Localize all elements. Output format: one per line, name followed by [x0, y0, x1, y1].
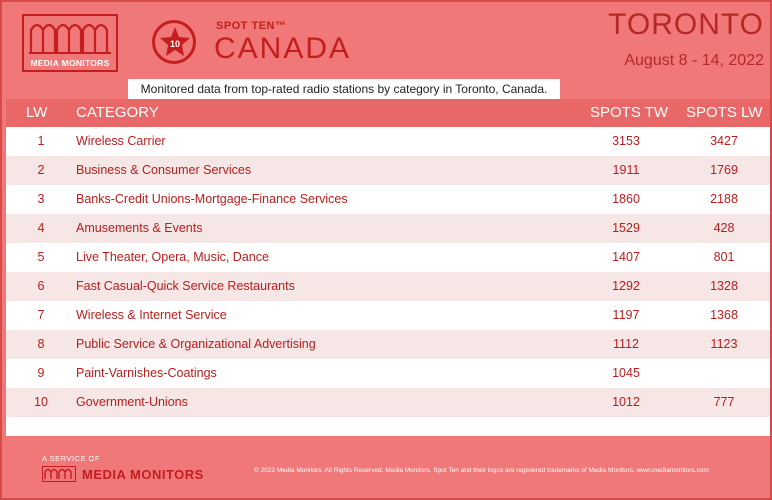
row-lw: 3 — [37, 192, 45, 206]
table-row: 10 Government-Unions 1012 777 — [6, 388, 770, 417]
spot-ten-badge: 10 — [152, 20, 196, 64]
waveform-icon — [29, 23, 111, 54]
header: MEDIA MONITORS 10 SPOT TEN™ CANADA TORON… — [2, 2, 770, 78]
row-spots-lw: 1769 — [710, 163, 738, 177]
row-lw: 4 — [37, 221, 45, 235]
header-spots-tw: SPOTS TW — [590, 104, 669, 121]
footer: A SERVICE OF MEDIA MONITORS © 2022 Media… — [2, 436, 770, 498]
row-lw: 8 — [37, 337, 45, 351]
logo-text: MEDIA MONITORS — [30, 58, 110, 68]
service-label: A SERVICE OF — [42, 454, 100, 463]
table-body: 1 Wireless Carrier 3153 3427 2 Business … — [6, 127, 770, 436]
table-row: 1 Wireless Carrier 3153 3427 — [6, 127, 770, 156]
row-spots-tw: 1860 — [612, 192, 640, 206]
row-lw: 5 — [37, 250, 45, 264]
row-category: Wireless Carrier — [76, 134, 166, 148]
table-row: 6 Fast Casual-Quick Service Restaurants … — [6, 272, 770, 301]
row-category: Wireless & Internet Service — [76, 308, 227, 322]
row-category: Amusements & Events — [76, 221, 203, 235]
media-monitors-logo: MEDIA MONITORS — [22, 14, 118, 72]
row-spots-lw: 1368 — [710, 308, 738, 322]
row-category: Government-Unions — [76, 395, 188, 409]
row-spots-tw: 1197 — [612, 308, 640, 322]
row-lw: 6 — [37, 279, 45, 293]
row-spots-tw: 1045 — [612, 366, 640, 380]
city-title: TORONTO — [608, 8, 764, 41]
table-row: 7 Wireless & Internet Service 1197 1368 — [6, 301, 770, 330]
row-spots-tw: 3153 — [612, 134, 640, 148]
brand-text: MEDIA MONITORS — [82, 467, 204, 482]
header-category: CATEGORY — [76, 104, 159, 121]
row-spots-tw: 1407 — [612, 250, 640, 264]
star-icon: 10 — [160, 27, 190, 56]
media-monitors-small-logo — [42, 466, 76, 482]
spot-ten-label: SPOT TEN™ — [216, 20, 287, 32]
row-spots-tw: 1911 — [612, 163, 640, 177]
row-spots-tw: 1292 — [612, 279, 640, 293]
table-row: 9 Paint-Varnishes-Coatings 1045 — [6, 359, 770, 388]
row-lw: 2 — [37, 163, 45, 177]
row-spots-lw: 3427 — [710, 134, 738, 148]
table-row: 3 Banks-Credit Unions-Mortgage-Finance S… — [6, 185, 770, 214]
row-spots-tw: 1529 — [612, 221, 640, 235]
badge-number: 10 — [170, 39, 180, 49]
row-category: Fast Casual-Quick Service Restaurants — [76, 279, 295, 293]
row-spots-lw: 1328 — [710, 279, 738, 293]
row-category: Live Theater, Opera, Music, Dance — [76, 250, 269, 264]
row-spots-tw: 1112 — [613, 337, 639, 351]
header-lw: LW — [26, 104, 48, 121]
table-row: 4 Amusements & Events 1529 428 — [6, 214, 770, 243]
table-header: LW CATEGORY SPOTS TW SPOTS LW — [6, 99, 770, 127]
row-category: Public Service & Organizational Advertis… — [76, 337, 316, 351]
row-spots-lw: 428 — [713, 221, 735, 235]
row-lw: 7 — [37, 308, 45, 322]
row-lw: 1 — [37, 134, 45, 148]
table-row: 5 Live Theater, Opera, Music, Dance 1407… — [6, 243, 770, 272]
date-range: August 8 - 14, 2022 — [624, 52, 764, 69]
table-row: 8 Public Service & Organizational Advert… — [6, 330, 770, 359]
row-lw: 9 — [37, 366, 45, 380]
row-category: Banks-Credit Unions-Mortgage-Finance Ser… — [76, 192, 348, 206]
waveform-icon — [44, 468, 72, 479]
row-category: Business & Consumer Services — [76, 163, 252, 177]
row-spots-tw: 1012 — [612, 395, 640, 409]
row-spots-lw: 801 — [713, 250, 735, 264]
header-spots-lw: SPOTS LW — [686, 104, 763, 121]
row-spots-lw: 777 — [713, 395, 735, 409]
table-row: 2 Business & Consumer Services 1911 1769 — [6, 156, 770, 185]
subtitle: Monitored data from top-rated radio stat… — [128, 79, 560, 99]
row-lw: 10 — [34, 395, 48, 409]
copyright-text: © 2022 Media Monitors. All Rights Reserv… — [254, 467, 709, 474]
row-spots-lw: 1123 — [710, 337, 738, 351]
row-category: Paint-Varnishes-Coatings — [76, 366, 217, 380]
row-spots-lw: 2188 — [710, 192, 738, 206]
country-title: CANADA — [214, 32, 352, 65]
